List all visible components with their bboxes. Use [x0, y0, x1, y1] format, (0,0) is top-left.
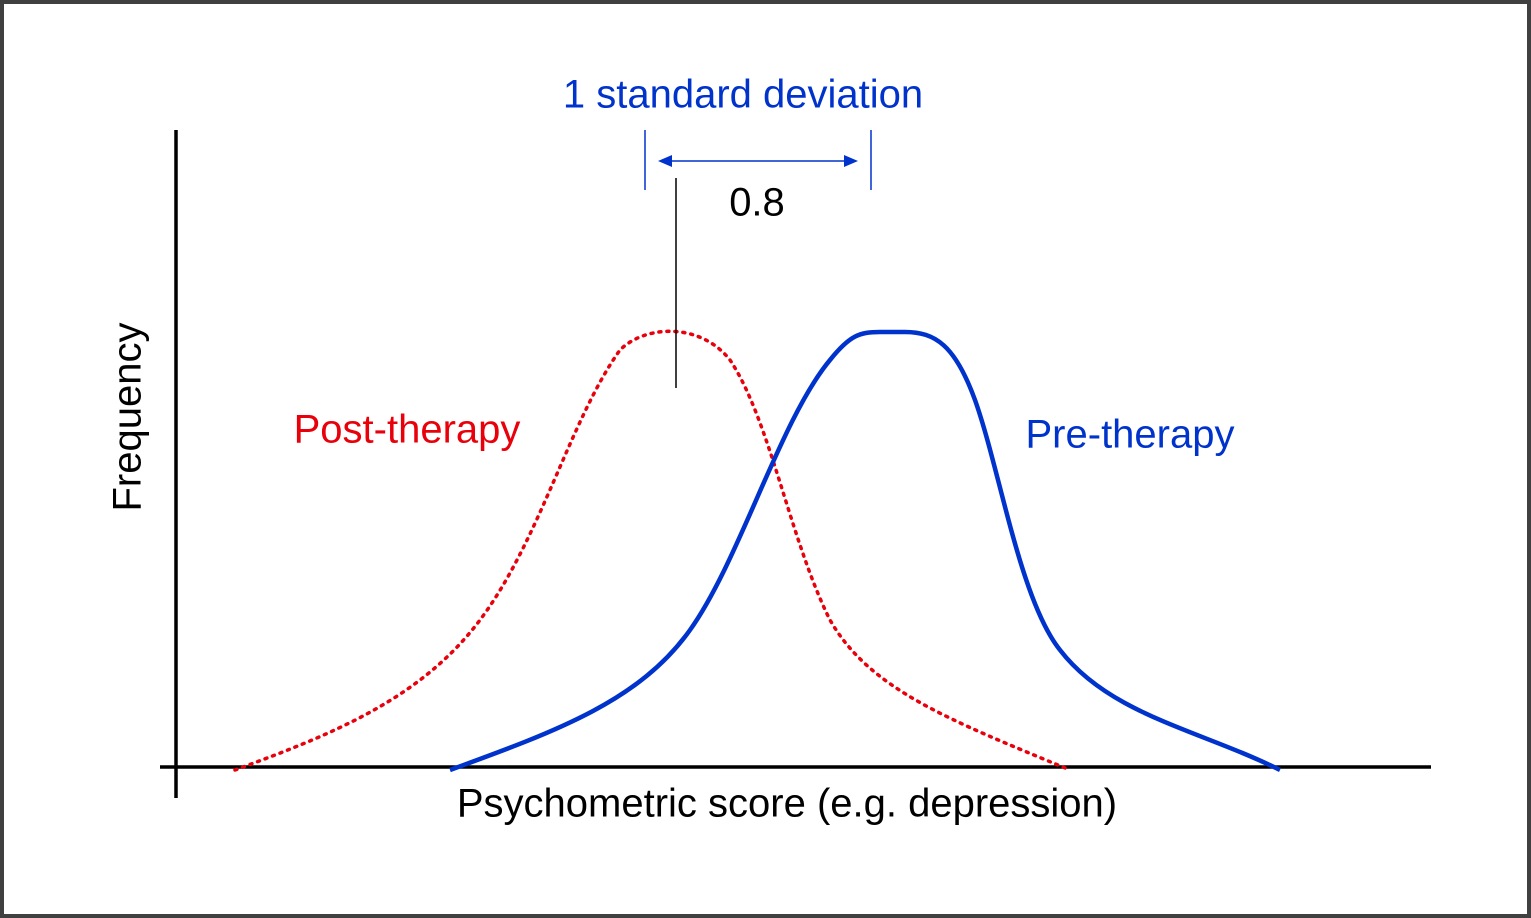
effect-size: 0.8	[729, 181, 785, 225]
post-label: Post-therapy	[294, 408, 521, 452]
x-axis-label: Psychometric score (e.g. depression)	[457, 782, 1117, 826]
arrowhead-right	[844, 155, 858, 167]
y-axis-label: Frequency	[106, 323, 150, 512]
sd-label: 1 standard deviation	[563, 73, 923, 117]
pre-therapy-curve	[449, 329, 1282, 773]
pre-label: Pre-therapy	[1026, 413, 1235, 457]
post-therapy-curve	[233, 329, 1072, 772]
arrowhead-left	[658, 155, 672, 167]
